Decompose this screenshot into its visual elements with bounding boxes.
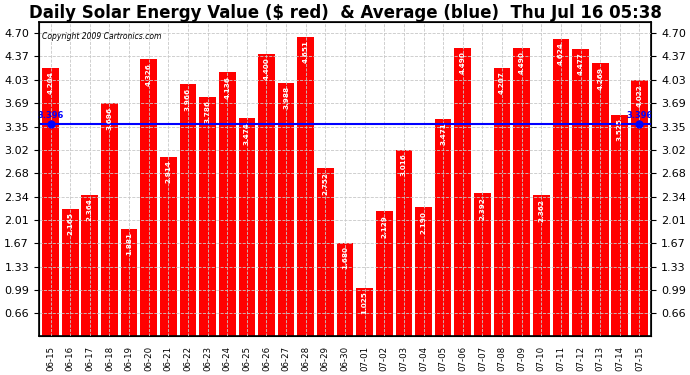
Text: 4.204: 4.204 [48,71,54,94]
Text: 4.400: 4.400 [264,58,270,80]
Bar [101,103,118,359]
Bar [572,49,589,359]
Text: 3.471: 3.471 [440,122,446,145]
Bar [81,195,98,359]
Text: 4.490: 4.490 [460,51,466,74]
Text: 2.752: 2.752 [322,172,328,195]
Text: 4.624: 4.624 [558,42,564,65]
Text: 4.477: 4.477 [578,53,584,75]
Bar [278,83,295,359]
Bar [494,68,511,359]
Bar [42,68,59,359]
Bar [415,207,432,359]
Bar [179,84,196,359]
Text: 2.190: 2.190 [420,211,426,234]
Bar [140,59,157,359]
Text: Copyright 2009 Cartronics.com: Copyright 2009 Cartronics.com [42,32,161,41]
Text: 2.129: 2.129 [382,215,387,238]
Bar [631,80,648,359]
Bar [121,229,137,359]
Text: 2.914: 2.914 [166,160,171,183]
Text: 4.207: 4.207 [499,71,505,94]
Text: 1.680: 1.680 [342,246,348,269]
Text: 3.525: 3.525 [617,118,623,141]
Bar [219,72,235,359]
Text: 4.326: 4.326 [146,63,152,86]
Text: 3.016: 3.016 [401,153,407,176]
Text: 3.696: 3.696 [106,106,112,129]
Text: 4.022: 4.022 [636,84,642,106]
Bar [455,48,471,359]
Text: 1.025: 1.025 [362,291,368,314]
Text: 1.881: 1.881 [126,232,132,255]
Text: 2.362: 2.362 [538,199,544,222]
Bar [376,211,393,359]
Bar [592,63,609,359]
Bar [258,54,275,359]
Text: 3.396: 3.396 [37,111,63,120]
Bar [474,193,491,359]
Text: 3.786: 3.786 [205,100,210,123]
Bar [317,168,334,359]
Text: 2.165: 2.165 [67,212,73,236]
Text: 3.396: 3.396 [627,111,653,120]
Bar [356,288,373,359]
Text: 4.651: 4.651 [303,40,308,63]
Bar [199,97,216,359]
Text: 3.474: 3.474 [244,122,250,144]
Bar [513,48,530,359]
Bar [297,37,314,359]
Title: Daily Solar Energy Value ($ red)  & Average (blue)  Thu Jul 16 05:38: Daily Solar Energy Value ($ red) & Avera… [28,4,662,22]
Text: 3.966: 3.966 [185,88,191,111]
Bar [435,118,451,359]
Text: 4.490: 4.490 [519,51,524,74]
Bar [395,150,412,359]
Bar [62,209,79,359]
Text: 4.136: 4.136 [224,76,230,99]
Text: 2.392: 2.392 [480,196,485,219]
Bar [533,195,550,359]
Bar [160,157,177,359]
Bar [239,118,255,359]
Bar [611,115,628,359]
Text: 4.269: 4.269 [598,67,603,90]
Bar [553,39,569,359]
Text: 3.988: 3.988 [283,86,289,109]
Text: 2.364: 2.364 [87,199,92,222]
Bar [337,243,353,359]
